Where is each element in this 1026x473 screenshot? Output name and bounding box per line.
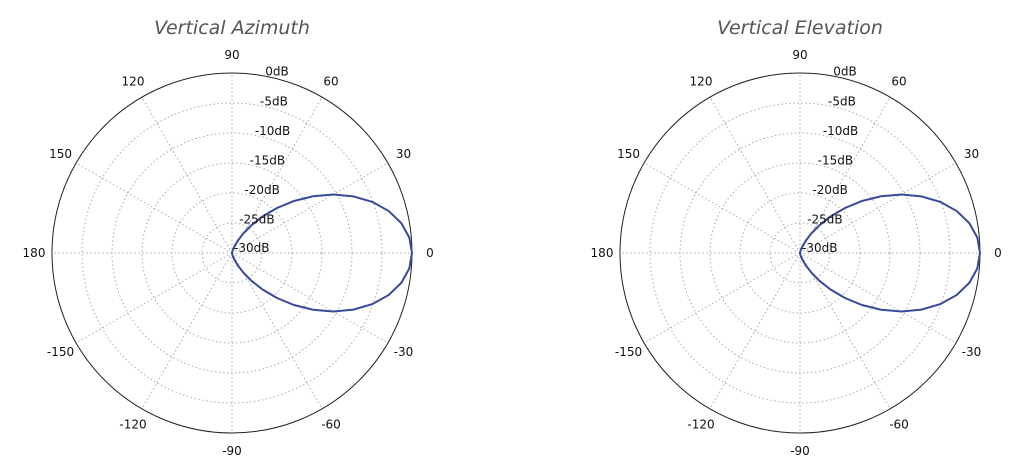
angle-tick-label: 90 — [224, 48, 239, 62]
radial-tick-label: -25dB — [239, 212, 274, 226]
angular-gridline — [799, 252, 957, 344]
radial-tick-label: -5dB — [260, 94, 288, 108]
angle-tick-label: -90 — [790, 444, 810, 458]
angular-gridline — [231, 252, 389, 344]
chart-title: Vertical Elevation — [717, 17, 883, 39]
radial-tick-label: -25dB — [807, 212, 842, 226]
radial-gridline — [81, 102, 383, 404]
angle-tick-label: 30 — [396, 147, 411, 161]
angle-tick-label: -30 — [394, 345, 414, 359]
pattern-trace — [798, 193, 982, 313]
angle-tick-label: 30 — [964, 147, 979, 161]
angle-tick-label: 60 — [323, 75, 338, 89]
radial-gridline — [769, 222, 831, 284]
radial-tick-label: -15dB — [250, 153, 285, 167]
radial-tick-label: -15dB — [818, 153, 853, 167]
radial-tick-label: -20dB — [244, 183, 279, 197]
radial-gridline — [201, 222, 263, 284]
angular-gridline — [799, 96, 891, 254]
radial-gridline — [709, 162, 891, 344]
angle-tick-label: -150 — [615, 345, 642, 359]
angular-gridline — [799, 252, 891, 410]
angle-tick-label: -150 — [47, 345, 74, 359]
radial-tick-label: -20dB — [812, 183, 847, 197]
angle-tick-label: -90 — [222, 444, 242, 458]
polar-chart-1: Vertical Azimuth 0 30 60 90 120 150 180 -150 -120… — [23, 17, 434, 458]
radial-gridline — [649, 102, 951, 404]
angular-gridline — [75, 252, 233, 344]
angle-tick-label: 120 — [122, 75, 145, 89]
chart-title: Vertical Azimuth — [154, 17, 310, 39]
radial-gridline — [141, 162, 323, 344]
angle-tick-label: 150 — [49, 147, 72, 161]
angle-tick-label: 0 — [994, 246, 1002, 260]
angle-tick-label: -60 — [889, 417, 909, 431]
angle-tick-label: -120 — [119, 417, 146, 431]
angle-tick-label: 150 — [617, 147, 640, 161]
radial-tick-label: -10dB — [823, 124, 858, 138]
radial-tick-label: -5dB — [828, 94, 856, 108]
radial-tick-label: -30dB — [234, 241, 269, 255]
angle-tick-label: 180 — [23, 246, 46, 260]
angle-tick-label: -60 — [321, 417, 341, 431]
angular-gridline — [643, 252, 801, 344]
angular-gridline — [231, 252, 323, 410]
polar-chart-2: Vertical Elevation 0 30 60 90 120 150 180 -150 -1… — [591, 17, 1002, 458]
radial-tick-label: -30dB — [802, 241, 837, 255]
angle-tick-label: 90 — [792, 48, 807, 62]
radial-tick-label: 0dB — [833, 65, 856, 79]
angle-tick-label: 120 — [690, 75, 713, 89]
angle-tick-label: -120 — [687, 417, 714, 431]
angle-tick-label: 60 — [891, 75, 906, 89]
pattern-trace — [230, 193, 414, 313]
angular-gridline — [231, 96, 323, 254]
angle-tick-label: 0 — [426, 246, 434, 260]
angle-tick-label: -30 — [962, 345, 982, 359]
angle-tick-label: 180 — [591, 246, 614, 260]
radial-tick-label: -10dB — [255, 124, 290, 138]
radial-tick-label: 0dB — [265, 65, 288, 79]
